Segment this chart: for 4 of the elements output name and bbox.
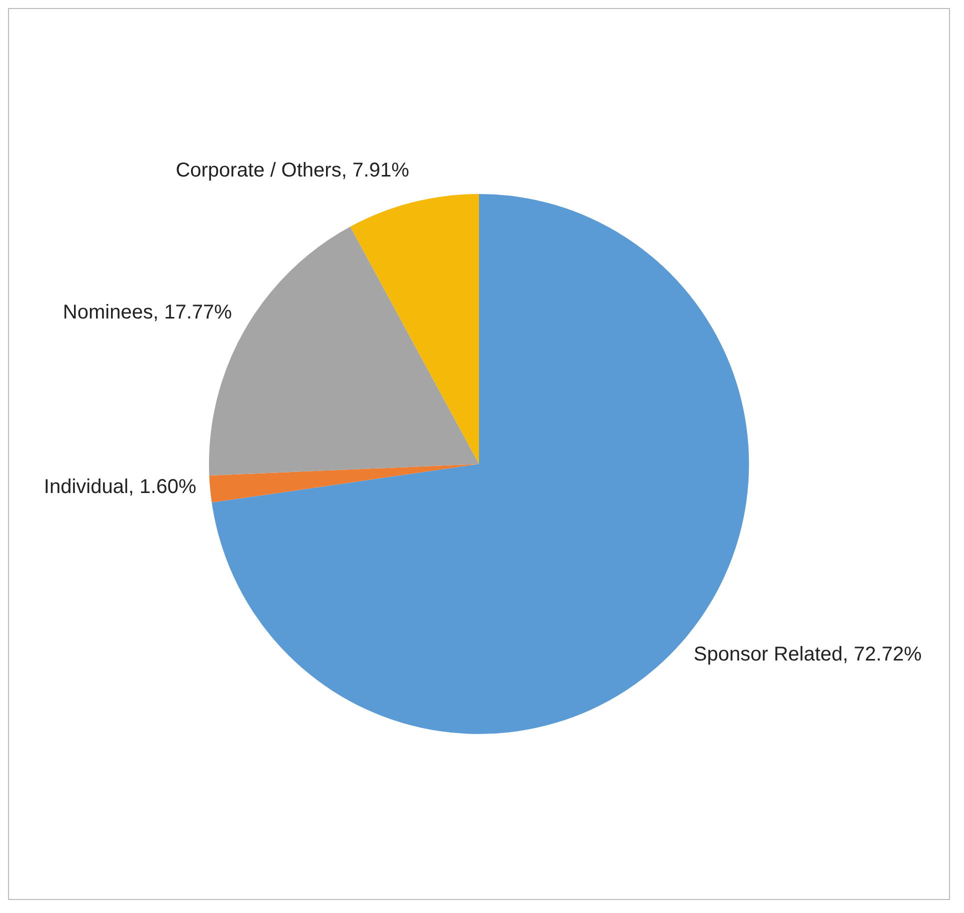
slice-label: Individual, 1.60%: [44, 476, 196, 498]
slice-label: Sponsor Related, 72.72%: [694, 644, 922, 666]
slice-label: Nominees, 17.77%: [62, 302, 232, 324]
slice-label: Corporate / Others, 7.91%: [176, 160, 410, 182]
